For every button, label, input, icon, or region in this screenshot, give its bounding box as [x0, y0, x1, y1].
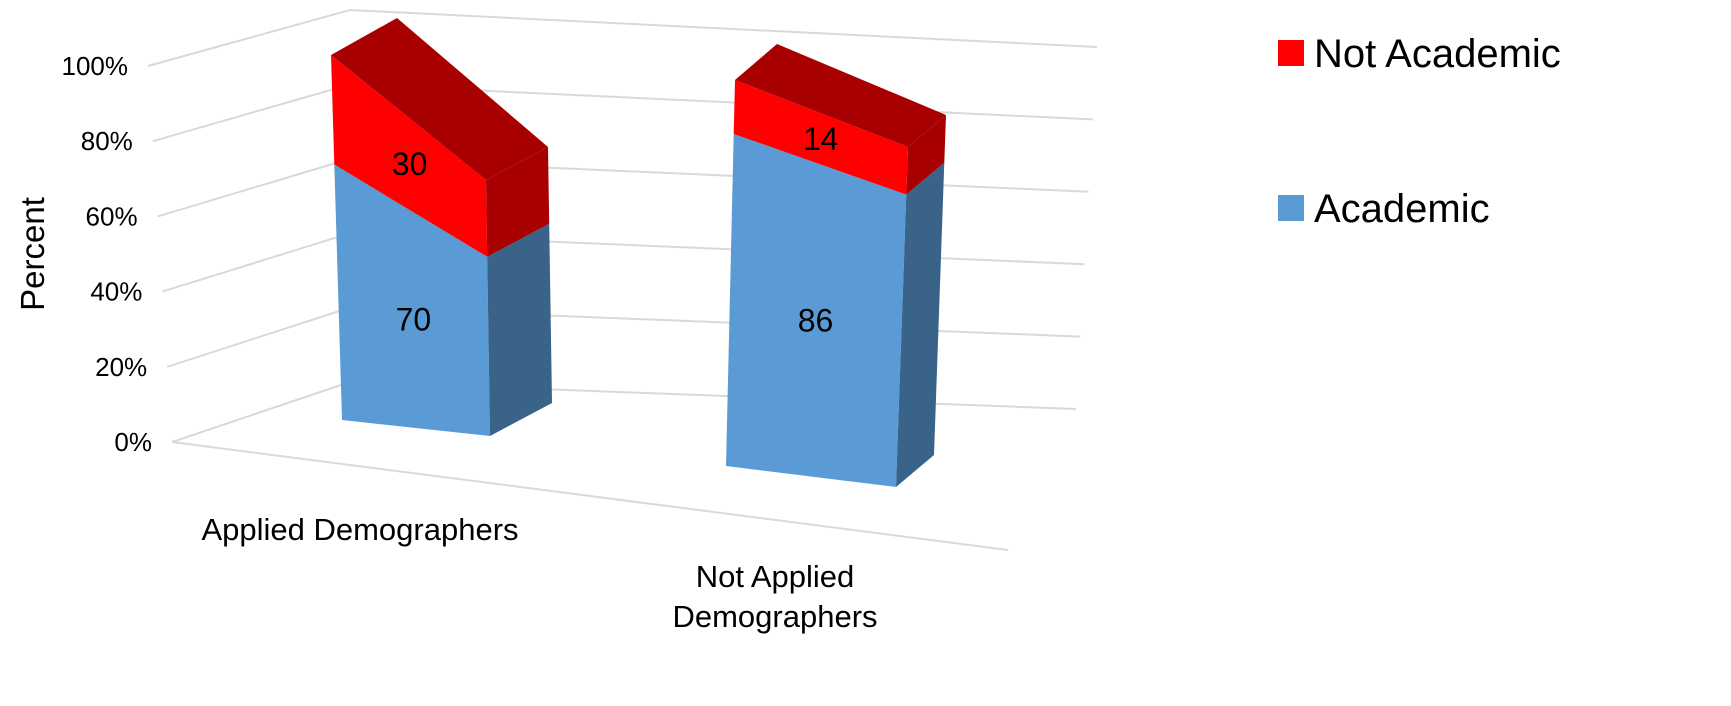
y-tick-label: 40% — [90, 277, 142, 307]
gridline — [152, 83, 1093, 143]
y-tick-label: 80% — [81, 126, 133, 156]
data-label: 86 — [798, 302, 834, 338]
legend: Not Academic Academic — [1278, 32, 1561, 231]
bar-front-not-academic — [733, 80, 908, 195]
bar-side-not-academic — [906, 115, 946, 195]
data-label: 70 — [396, 301, 432, 337]
gridline — [157, 157, 1089, 218]
legend-label-not-academic: Not Academic — [1314, 32, 1561, 76]
legend-swatch-academic — [1278, 195, 1304, 221]
x-category-label: Applied Demographers — [201, 512, 518, 547]
legend-swatch-not-academic — [1278, 40, 1304, 66]
x-category-label: Not Applied Demographers — [672, 559, 877, 634]
y-tick-label: 0% — [114, 427, 152, 457]
floor-front-edge — [171, 441, 1009, 551]
gridline — [147, 8, 1098, 67]
y-axis-title: Percent — [14, 197, 51, 311]
bar-front-not-academic — [331, 55, 488, 257]
gridline — [171, 380, 1077, 443]
bar-side-academic — [896, 162, 945, 487]
y-tick-label: 60% — [86, 201, 138, 231]
legend-label-academic: Academic — [1314, 187, 1490, 231]
bar-side-not-academic — [486, 147, 550, 257]
gridline — [162, 232, 1085, 293]
bar-side-academic — [487, 223, 552, 436]
axis-layer: 0% 20% 40% 60% 80% 100% Percent Applied Demogra… — [14, 51, 878, 634]
y-tick-label: 100% — [62, 51, 129, 81]
y-tick-label: 20% — [95, 352, 147, 382]
data-label: 30 — [392, 146, 428, 182]
label-layer: 70 30 86 14 — [392, 121, 839, 339]
bar-front-academic — [726, 134, 907, 487]
grid-layer — [147, 8, 1098, 551]
data-label: 14 — [803, 121, 839, 157]
bar-top-not-academic — [331, 18, 548, 180]
bar-top-not-academic — [735, 44, 946, 147]
bar-front-academic — [334, 164, 490, 436]
gridline — [166, 306, 1081, 368]
bar-layer — [331, 18, 946, 487]
